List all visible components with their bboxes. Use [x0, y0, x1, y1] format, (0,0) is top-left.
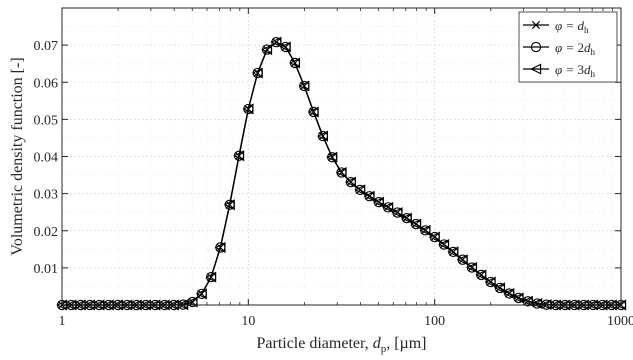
y-tick-label: 0.02 — [34, 225, 59, 240]
y-tick-label: 0.06 — [34, 76, 59, 91]
x-axis-label-var: d — [373, 335, 382, 352]
legend-entry: φ = 3dh — [523, 62, 595, 79]
data-point-triangle-marker — [261, 44, 273, 56]
y-tick-label: 0.07 — [34, 39, 59, 54]
x-tick-label: 10 — [241, 314, 255, 329]
data-point-triangle-marker — [530, 63, 542, 75]
data-point-triangle-marker — [298, 80, 310, 92]
data-point-triangle-marker — [344, 176, 356, 188]
data-point-triangle-marker — [456, 254, 468, 266]
y-axis-label: Volumetric density function [-] — [9, 57, 26, 255]
legend-label-sub: h — [584, 25, 589, 35]
data-point-triangle-marker — [270, 36, 282, 48]
x-axis-label-suffix: , [µm] — [386, 335, 426, 352]
data-point-triangle-marker — [410, 218, 422, 230]
data-point-triangle-marker — [494, 282, 506, 294]
legend-label-d: d — [577, 18, 584, 33]
data-point-triangle-marker — [438, 238, 450, 250]
legend-label-var: φ = — [555, 62, 577, 77]
data-point-triangle-marker — [195, 288, 207, 300]
data-point-triangle-marker — [428, 231, 440, 243]
data-point-triangle-marker — [223, 199, 235, 211]
data-point-triangle-marker — [205, 271, 217, 283]
legend-label-d: d — [584, 40, 591, 55]
data-point-triangle-marker — [400, 212, 412, 224]
y-tick-label: 0.04 — [34, 151, 59, 166]
legend-label-var: φ = — [555, 40, 577, 55]
x-axis-label-prefix: Particle diameter, — [256, 335, 372, 352]
data-point-triangle-marker — [521, 295, 533, 307]
legend-label-sub: h — [590, 47, 595, 57]
legend-label: φ = dh — [555, 18, 589, 35]
data-point-triangle-marker — [372, 196, 384, 208]
data-point-triangle-marker — [326, 151, 338, 163]
data-point-triangle-marker — [354, 184, 366, 196]
data-point-triangle-marker — [317, 130, 329, 142]
data-point-triangle-marker — [503, 288, 515, 299]
data-point-triangle-marker — [363, 190, 375, 202]
legend-label: φ = 2dh — [555, 40, 595, 57]
data-point-triangle-marker — [447, 246, 459, 258]
legend-entry: φ = dh — [523, 18, 589, 35]
data-point-triangle-marker — [466, 262, 478, 273]
data-point-circle-marker — [530, 41, 542, 53]
y-tick-label: 0.05 — [34, 113, 59, 128]
data-point-triangle-marker — [512, 292, 524, 304]
data-point-triangle-marker — [419, 224, 431, 236]
x-tick-label: 100 — [424, 314, 445, 329]
data-point-triangle-marker — [382, 201, 394, 213]
x-axis-label: Particle diameter, dp, [µm] — [256, 335, 426, 355]
legend-entry: φ = 2dh — [523, 40, 595, 57]
x-tick-label: 1 — [59, 314, 66, 329]
data-point-triangle-marker — [279, 41, 291, 53]
x-tick-label: 1000 — [607, 314, 633, 329]
data-point-triangle-marker — [233, 150, 245, 162]
legend-label-var: φ = — [555, 18, 577, 33]
data-point-triangle-marker — [307, 106, 319, 118]
legend-label-sub: h — [590, 69, 595, 79]
data-point-triangle-marker — [251, 67, 263, 79]
data-point-x-marker — [531, 20, 541, 30]
y-tick-label: 0.03 — [34, 188, 59, 203]
data-point-triangle-marker — [335, 166, 347, 178]
data-point-triangle-marker — [391, 207, 403, 219]
data-point-triangle-marker — [475, 269, 487, 281]
data-point-triangle-marker — [242, 103, 254, 115]
data-point-triangle-marker — [531, 298, 543, 310]
axes: 1 10 100 1000 0.01 0.02 0.03 0.04 0.05 0.06 0.07 Pa… — [9, 7, 633, 355]
data-point-triangle-marker — [289, 57, 301, 69]
legend-label-coef: 3 — [577, 62, 584, 77]
legend-label-coef: 2 — [577, 40, 584, 55]
legend-label-d: d — [584, 62, 591, 77]
y-tick-label: 0.01 — [34, 262, 59, 277]
legend-label: φ = 3dh — [555, 62, 595, 79]
x-axis-label-sub: p — [381, 343, 387, 355]
data-point-triangle-marker — [214, 241, 226, 253]
data-point-triangle-marker — [484, 276, 496, 288]
